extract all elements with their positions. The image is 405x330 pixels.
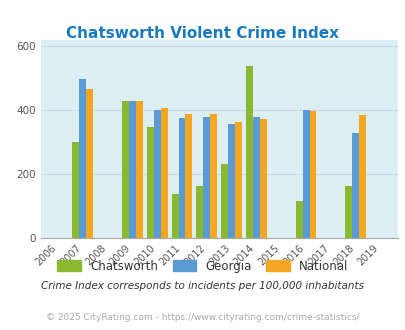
Bar: [171, 194, 178, 238]
Bar: [129, 101, 136, 238]
Bar: [160, 108, 167, 238]
Bar: [122, 101, 129, 238]
Text: Chatsworth Violent Crime Index: Chatsworth Violent Crime Index: [66, 26, 339, 41]
Bar: [302, 111, 309, 238]
Bar: [228, 124, 234, 238]
Bar: [79, 79, 86, 238]
Bar: [178, 118, 185, 238]
Bar: [210, 114, 217, 238]
Text: Crime Index corresponds to incidents per 100,000 inhabitants: Crime Index corresponds to incidents per…: [41, 281, 364, 291]
Bar: [358, 115, 365, 238]
Bar: [221, 163, 228, 238]
Legend: Chatsworth, Georgia, National: Chatsworth, Georgia, National: [53, 255, 352, 278]
Bar: [344, 185, 352, 238]
Bar: [295, 201, 302, 238]
Bar: [234, 122, 241, 238]
Bar: [259, 119, 266, 238]
Bar: [309, 111, 316, 238]
Bar: [147, 127, 153, 238]
Text: © 2025 CityRating.com - https://www.cityrating.com/crime-statistics/: © 2025 CityRating.com - https://www.city…: [46, 313, 359, 322]
Bar: [153, 110, 160, 238]
Bar: [72, 143, 79, 238]
Bar: [196, 185, 203, 238]
Bar: [136, 101, 143, 238]
Bar: [185, 114, 192, 238]
Bar: [86, 89, 93, 238]
Bar: [352, 133, 358, 238]
Bar: [245, 66, 252, 238]
Bar: [203, 117, 210, 238]
Bar: [252, 117, 259, 238]
